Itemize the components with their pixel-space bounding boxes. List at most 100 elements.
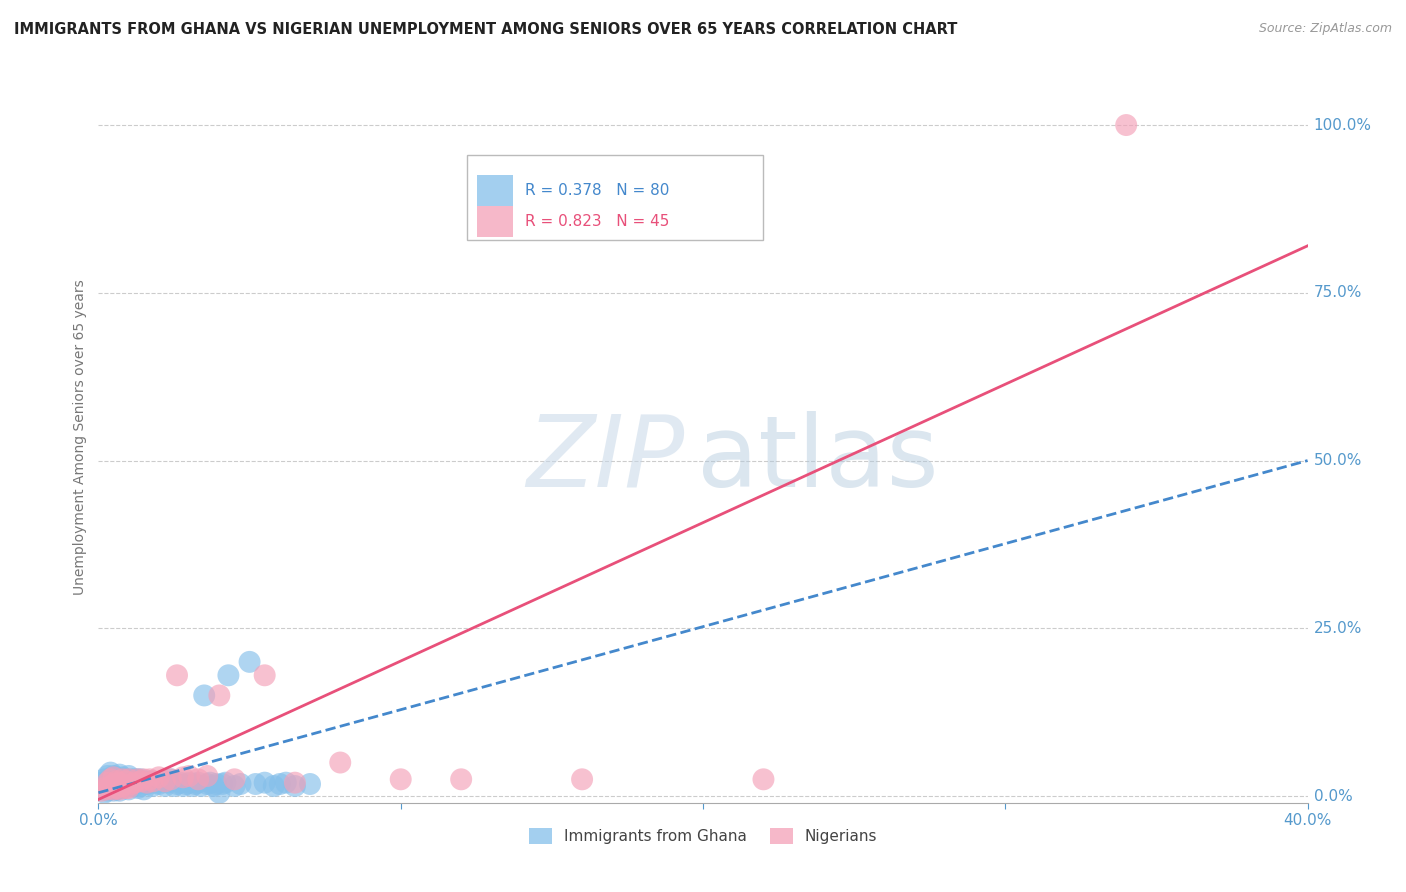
- Point: [118, 780, 141, 795]
- Y-axis label: Unemployment Among Seniors over 65 years: Unemployment Among Seniors over 65 years: [73, 279, 87, 595]
- Point: [208, 689, 231, 703]
- Point: [108, 767, 131, 781]
- Point: [172, 779, 194, 793]
- Point: [208, 786, 231, 800]
- Point: [214, 775, 236, 789]
- Point: [153, 779, 176, 793]
- Point: [127, 780, 149, 795]
- Point: [160, 772, 183, 787]
- Point: [284, 775, 307, 789]
- Point: [142, 774, 165, 789]
- Point: [103, 779, 125, 793]
- Point: [111, 775, 134, 789]
- Text: atlas: atlas: [697, 410, 939, 508]
- Point: [163, 779, 186, 793]
- Point: [135, 777, 157, 791]
- Point: [224, 779, 246, 793]
- Point: [127, 772, 149, 787]
- Point: [217, 668, 239, 682]
- Point: [148, 777, 170, 791]
- Point: [202, 779, 225, 793]
- Point: [200, 775, 222, 789]
- Point: [96, 775, 118, 789]
- Point: [184, 777, 207, 791]
- Point: [114, 779, 136, 793]
- Point: [121, 779, 143, 793]
- Point: [114, 772, 136, 787]
- Point: [127, 772, 149, 787]
- Point: [752, 772, 775, 787]
- FancyBboxPatch shape: [467, 155, 763, 240]
- Point: [1115, 118, 1137, 132]
- Point: [100, 782, 122, 797]
- Point: [263, 779, 285, 793]
- Text: 100.0%: 100.0%: [1313, 118, 1372, 133]
- Point: [105, 782, 128, 797]
- Point: [108, 782, 131, 797]
- Text: 75.0%: 75.0%: [1313, 285, 1362, 301]
- Point: [118, 782, 141, 797]
- Point: [166, 777, 188, 791]
- Point: [100, 779, 122, 793]
- Point: [139, 772, 162, 787]
- Point: [103, 783, 125, 797]
- Point: [450, 772, 472, 787]
- Point: [150, 774, 173, 789]
- Legend: Immigrants from Ghana, Nigerians: Immigrants from Ghana, Nigerians: [523, 822, 883, 850]
- Point: [105, 780, 128, 795]
- Text: ZIP: ZIP: [527, 410, 685, 508]
- Point: [148, 770, 170, 784]
- Point: [108, 779, 131, 793]
- Point: [124, 775, 146, 789]
- Point: [100, 765, 122, 780]
- Point: [93, 780, 115, 795]
- Point: [93, 779, 115, 793]
- Point: [129, 772, 152, 787]
- Point: [156, 775, 179, 789]
- Point: [193, 689, 215, 703]
- Text: Source: ZipAtlas.com: Source: ZipAtlas.com: [1258, 22, 1392, 36]
- Point: [90, 775, 112, 789]
- Point: [96, 775, 118, 789]
- Point: [108, 783, 131, 797]
- Text: 50.0%: 50.0%: [1313, 453, 1362, 468]
- Point: [114, 780, 136, 795]
- Point: [132, 772, 155, 787]
- Point: [135, 775, 157, 789]
- Point: [111, 780, 134, 795]
- Point: [169, 775, 191, 789]
- Text: 25.0%: 25.0%: [1313, 621, 1362, 636]
- Point: [153, 774, 176, 789]
- Point: [179, 769, 201, 783]
- Point: [108, 774, 131, 789]
- Point: [195, 777, 218, 791]
- Point: [229, 777, 252, 791]
- Point: [181, 779, 204, 793]
- Point: [187, 775, 209, 789]
- Point: [284, 779, 307, 793]
- Point: [118, 772, 141, 787]
- Point: [103, 774, 125, 789]
- Point: [190, 779, 212, 793]
- Text: 0.0%: 0.0%: [1313, 789, 1353, 804]
- Point: [100, 777, 122, 791]
- Point: [129, 774, 152, 789]
- Point: [124, 772, 146, 787]
- Point: [274, 775, 297, 789]
- Point: [118, 775, 141, 789]
- Point: [124, 779, 146, 793]
- Point: [108, 775, 131, 789]
- Point: [179, 775, 201, 789]
- Point: [245, 777, 267, 791]
- Point: [224, 772, 246, 787]
- Point: [111, 779, 134, 793]
- Point: [103, 770, 125, 784]
- Point: [105, 770, 128, 784]
- Point: [103, 782, 125, 797]
- Point: [571, 772, 593, 787]
- Point: [211, 777, 233, 791]
- Point: [145, 775, 167, 789]
- FancyBboxPatch shape: [477, 206, 513, 236]
- Point: [103, 769, 125, 783]
- Point: [90, 782, 112, 797]
